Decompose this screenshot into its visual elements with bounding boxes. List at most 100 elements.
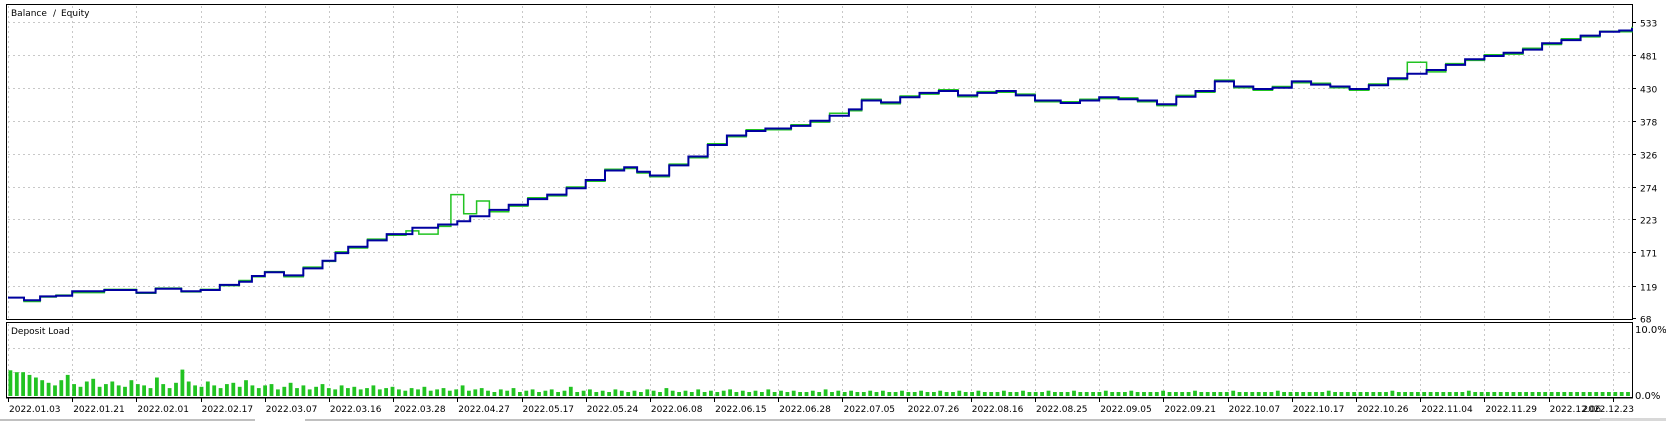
deposit-bar xyxy=(1116,392,1121,396)
deposit-bar xyxy=(1409,392,1414,396)
x-tick-label: 2022.12.06 xyxy=(1550,405,1602,415)
deposit-bar xyxy=(1473,392,1478,396)
deposit-bar xyxy=(454,389,459,396)
main-grid xyxy=(8,6,1632,318)
y-tick-label: 171 xyxy=(1640,250,1657,260)
deposit-bar xyxy=(212,385,217,396)
deposit-load-panel: Deposit Load 10.0% 0.0% xyxy=(6,322,1666,402)
deposit-bar xyxy=(1581,392,1586,396)
deposit-bar xyxy=(180,369,185,396)
deposit-bar xyxy=(1231,390,1236,396)
deposit-bar xyxy=(511,388,516,396)
x-tick-label: 2022.06.08 xyxy=(651,405,703,415)
deposit-bar xyxy=(1224,392,1229,396)
deposit-bar xyxy=(161,384,166,396)
deposit-bar xyxy=(702,392,707,396)
deposit-bar xyxy=(1129,390,1134,396)
deposit-bar xyxy=(142,385,146,396)
deposit-bar xyxy=(1549,392,1554,396)
x-tick-label: 2022.03.16 xyxy=(330,405,382,415)
series-layer xyxy=(8,26,1633,303)
deposit-bar xyxy=(1282,392,1286,396)
deposit-bar xyxy=(1524,392,1528,396)
deposit-bar xyxy=(199,386,204,396)
deposit-bar xyxy=(1626,392,1630,396)
deposit-bar xyxy=(1180,392,1185,396)
deposit-bar xyxy=(186,381,191,396)
deposit-bar xyxy=(27,374,32,396)
x-tick-label: 2022.11.04 xyxy=(1421,405,1473,415)
deposit-bar xyxy=(365,388,369,396)
bottom-scroll-strip[interactable] xyxy=(0,418,1666,421)
deposit-bar xyxy=(1199,392,1204,396)
deposit-bar xyxy=(1167,392,1172,396)
deposit-bar xyxy=(339,385,344,396)
deposit-bar xyxy=(1613,392,1618,396)
deposit-bar xyxy=(1256,392,1261,396)
deposit-bar xyxy=(288,382,293,396)
y-tick-label: 481 xyxy=(1640,53,1657,63)
deposit-bar xyxy=(1505,392,1509,396)
deposit-bar xyxy=(1326,390,1331,396)
deposit-bar xyxy=(352,386,357,396)
deposit-bar xyxy=(970,392,974,396)
deposit-bar xyxy=(1033,392,1038,396)
deposit-bar xyxy=(167,388,172,396)
deposit-bar xyxy=(129,380,134,396)
deposit-bar xyxy=(1352,392,1357,396)
deposit-bar xyxy=(486,390,490,396)
deposit-bar xyxy=(836,390,841,396)
deposit-bar xyxy=(696,389,701,396)
x-tick-label: 2022.06.15 xyxy=(715,405,767,415)
deposit-bar xyxy=(1154,392,1159,396)
deposit-bar xyxy=(581,390,586,396)
deposit-bar xyxy=(677,392,681,396)
deposit-bar xyxy=(377,389,382,396)
deposit-bar xyxy=(1511,392,1516,396)
deposit-bar xyxy=(830,392,834,396)
deposit-bar xyxy=(639,392,643,396)
y-tick-label: 326 xyxy=(1640,152,1657,162)
deposit-bar xyxy=(1161,390,1165,396)
deposit-bar xyxy=(791,390,796,396)
deposit-bar xyxy=(1454,392,1458,396)
deposit-bar xyxy=(1078,392,1083,396)
deposit-bar xyxy=(1568,392,1573,396)
deposit-bar xyxy=(963,392,968,396)
x-tick-label: 2022.08.16 xyxy=(972,405,1024,415)
x-axis: 2022.01.03 2022.01.21 2022.02.01 2022.02.17… xyxy=(6,397,1634,415)
deposit-bar xyxy=(72,384,76,396)
deposit-bar xyxy=(1492,392,1497,396)
deposit-bar xyxy=(1460,392,1465,396)
deposit-bar xyxy=(709,390,713,396)
deposit-bar xyxy=(1091,392,1095,396)
deposit-bar xyxy=(588,389,592,396)
deposit-bar xyxy=(798,392,802,396)
deposit-bar xyxy=(1244,392,1248,396)
deposit-bar xyxy=(269,384,274,396)
deposit-bar xyxy=(817,392,822,396)
deposit-bar xyxy=(397,389,401,396)
legend-equity: Equity xyxy=(61,9,90,19)
deposit-bar xyxy=(1186,392,1191,396)
x-tick-label: 2022.09.21 xyxy=(1164,405,1216,415)
deposit-bar xyxy=(1275,390,1280,396)
deposit-bar xyxy=(1053,392,1057,396)
deposit-bar xyxy=(333,389,338,396)
deposit-bar xyxy=(307,389,312,396)
deposit-bar xyxy=(549,389,554,396)
deposit-bar xyxy=(760,392,764,396)
x-tick-label: 2022.12.23 xyxy=(1582,405,1634,415)
deposit-bar xyxy=(1065,392,1070,396)
deposit-bar xyxy=(428,390,433,396)
deposit-bar xyxy=(65,374,70,396)
deposit-bar xyxy=(1237,392,1242,396)
deposit-bar xyxy=(1142,392,1146,396)
deposit-bar xyxy=(1218,392,1223,396)
y-tick-label: 223 xyxy=(1640,217,1657,227)
deposit-bar xyxy=(447,390,452,396)
deposit-bar xyxy=(613,389,618,396)
x-tick-label: 2022.10.26 xyxy=(1357,405,1409,415)
deposit-bar xyxy=(670,390,675,396)
